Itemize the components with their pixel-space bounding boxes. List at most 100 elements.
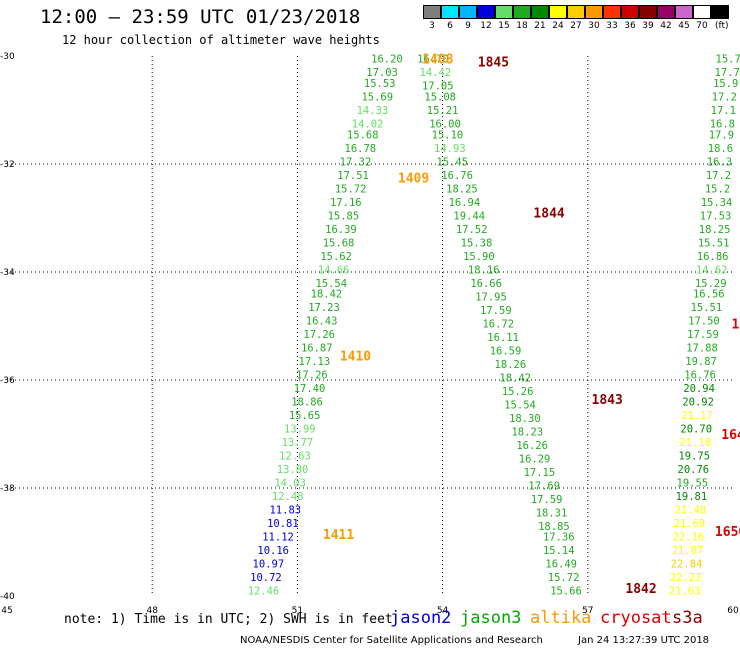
wave-height-label: 16.87 xyxy=(301,343,333,355)
wave-height-label: 12.63 xyxy=(279,451,311,463)
color-scale-label: 15 xyxy=(498,21,510,31)
time-label: 1 xyxy=(732,317,740,332)
wave-height-label: 10.81 xyxy=(267,518,299,530)
color-scale-label: 30 xyxy=(588,21,600,31)
wave-height-label: 18.42 xyxy=(499,372,531,384)
wave-height-label: 15.14 xyxy=(543,545,575,557)
wave-height-label: 21.17 xyxy=(681,410,713,422)
color-scale-swatch xyxy=(693,5,711,19)
wave-height-label: 12.46 xyxy=(248,586,280,598)
color-scale-swatch xyxy=(657,5,675,19)
wave-height-label: 17.15 xyxy=(524,467,556,479)
wave-height-label: 19.75 xyxy=(678,451,710,463)
wave-height-label: 17.05 xyxy=(422,81,454,93)
wave-height-label: 17.59 xyxy=(480,305,512,317)
wave-height-label: 16.78 xyxy=(345,143,377,155)
wave-height-label: 16.20 xyxy=(371,54,403,66)
wave-height-label: 19.87 xyxy=(685,356,717,368)
wave-height-label: 15.26 xyxy=(502,386,534,398)
y-tick-label: -32 xyxy=(0,160,15,170)
wave-height-label: 15.65 xyxy=(289,410,321,422)
wave-height-label: 22.84 xyxy=(671,559,703,571)
wave-height-label: 17.1 xyxy=(711,105,736,117)
wave-height-label: 15.90 xyxy=(463,251,495,263)
time-label: 1409 xyxy=(398,172,429,187)
wave-height-label: 18.25 xyxy=(446,183,478,195)
y-tick-label: -34 xyxy=(0,268,15,278)
wave-height-label: 19.81 xyxy=(676,491,708,503)
color-scale-swatch xyxy=(459,5,477,19)
y-tick-label: -38 xyxy=(0,484,15,494)
wave-height-label: 10.97 xyxy=(253,559,285,571)
x-tick-label: 45 xyxy=(1,606,12,616)
color-scale-swatch xyxy=(675,5,693,19)
wave-height-label: 15.68 xyxy=(347,129,379,141)
color-scale-swatch xyxy=(639,5,657,19)
wave-height-label: 18.23 xyxy=(511,426,543,438)
color-scale-label: 45 xyxy=(678,21,690,31)
time-label: 1845 xyxy=(478,55,509,70)
wave-height-label: 18.31 xyxy=(536,507,568,519)
time-label: 1410 xyxy=(340,350,371,365)
wave-height-label: 19.44 xyxy=(453,210,485,222)
wave-height-label: 17.59 xyxy=(531,494,563,506)
color-scale-swatch xyxy=(495,5,513,19)
wave-height-label: 14.42 xyxy=(420,67,452,79)
wave-height-label: 17.16 xyxy=(330,197,362,209)
wave-height-label: 17.40 xyxy=(294,383,326,395)
x-tick-label: 54 xyxy=(437,606,449,616)
color-scale-label: 21 xyxy=(534,21,546,31)
wave-height-label: 17.7 xyxy=(715,67,740,79)
wave-height-label: 18.26 xyxy=(495,359,527,371)
wave-height-label: 14.62 xyxy=(696,264,728,276)
wave-height-label: 14.02 xyxy=(352,119,384,131)
wave-height-label: 22.27 xyxy=(670,572,702,584)
color-scale-swatch xyxy=(531,5,549,19)
wave-height-label: 16.39 xyxy=(325,224,357,236)
color-scale-swatch xyxy=(549,5,567,19)
wave-height-label: 16.76 xyxy=(684,370,716,382)
time-label: 1650 xyxy=(715,525,740,540)
wave-height-label: 12.48 xyxy=(272,491,304,503)
x-tick-label: 57 xyxy=(582,606,593,616)
wave-height-label: 17.9 xyxy=(709,129,734,141)
wave-height-label: 15.69 xyxy=(361,92,393,104)
wave-height-label: 16.43 xyxy=(306,316,338,328)
wave-height-label: 13.77 xyxy=(282,437,314,449)
wave-height-label: 21.48 xyxy=(675,505,707,517)
wave-height-label: 16.29 xyxy=(519,453,551,465)
wave-height-label: 17.2 xyxy=(706,170,731,182)
wave-height-label: 17.36 xyxy=(543,532,575,544)
x-tick-label: 48 xyxy=(146,606,158,616)
wave-height-label: 15.7 xyxy=(716,54,740,66)
wave-height-label: 13.99 xyxy=(284,424,316,436)
wave-height-label: 16.66 xyxy=(470,278,502,290)
legend-item-cryosat: cryosat xyxy=(600,608,672,628)
footer-generated-time: Jan 24 13:27:39 UTC 2018 xyxy=(578,635,710,646)
wave-height-label: 17.26 xyxy=(303,329,335,341)
legend-item-s3a: s3a xyxy=(672,608,703,628)
wave-height-label: 13.80 xyxy=(277,464,309,476)
wave-height-label: 15.29 xyxy=(695,278,727,290)
wave-height-label: 18.86 xyxy=(291,397,323,409)
wave-height-label: 17.95 xyxy=(475,291,507,303)
wave-height-label: 17.53 xyxy=(700,210,732,222)
y-tick-label: -30 xyxy=(0,52,15,62)
wave-height-label: 16.11 xyxy=(487,332,519,344)
color-scale-label: 39 xyxy=(642,21,654,31)
wave-height-label: 18.25 xyxy=(699,224,731,236)
page-title: 12:00 – 23:59 UTC 01/23/2018 xyxy=(40,6,361,28)
x-tick-label: 51 xyxy=(292,606,303,616)
color-scale-swatch xyxy=(603,5,621,19)
color-scale-swatch xyxy=(513,5,531,19)
wave-height-label: 21.87 xyxy=(672,545,704,557)
color-scale-label: 3 xyxy=(429,21,435,31)
color-scale-swatch xyxy=(621,5,639,19)
wave-height-label: 15.85 xyxy=(328,210,360,222)
wave-height-label: 16.70 xyxy=(417,54,449,66)
wave-height-label: 14.03 xyxy=(274,478,306,490)
wave-height-label: 17.50 xyxy=(688,316,720,328)
wave-height-label: 17.69 xyxy=(528,480,560,492)
wave-height-label: 14.66 xyxy=(318,264,350,276)
wave-height-label: 15.72 xyxy=(548,572,580,584)
